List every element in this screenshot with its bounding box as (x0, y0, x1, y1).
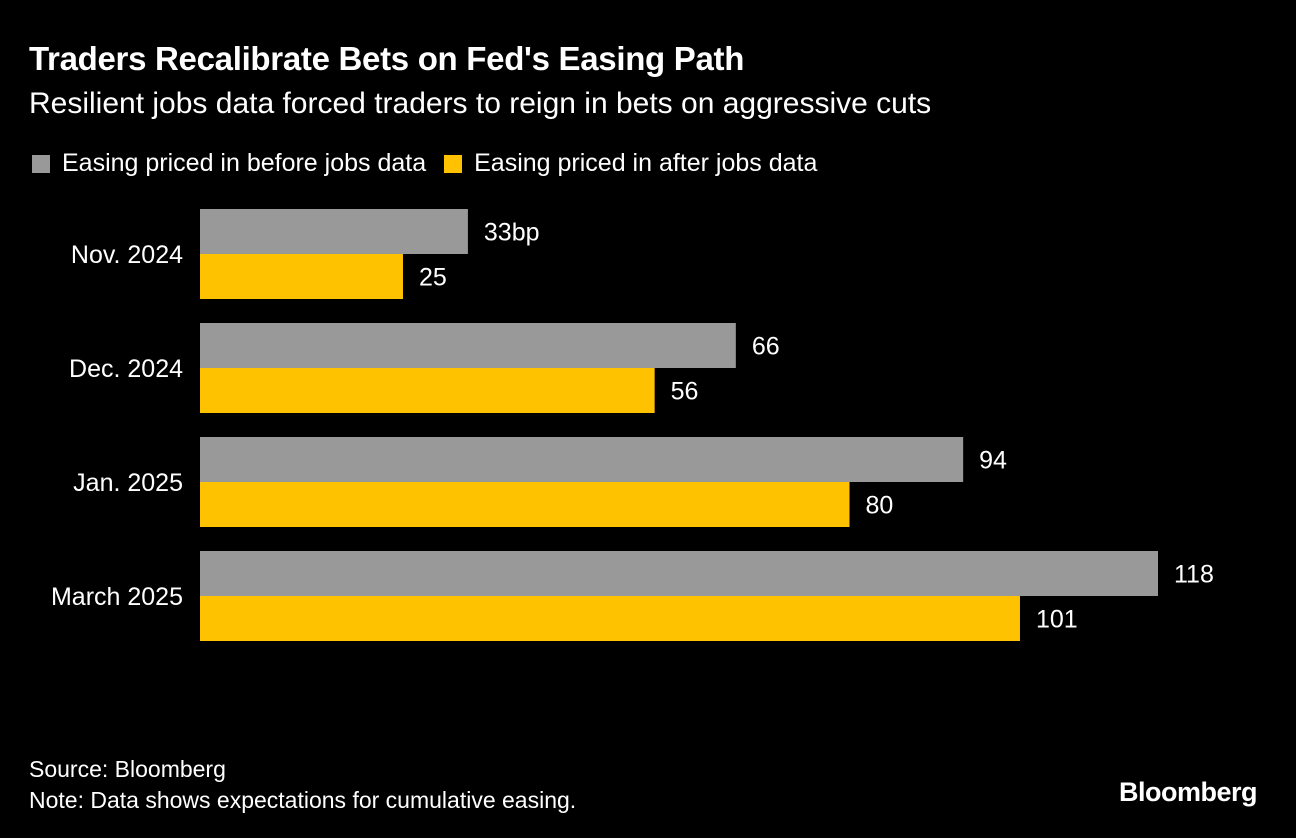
bar-before (200, 209, 468, 254)
bloomberg-logo: Bloomberg (1118, 777, 1258, 807)
value-label: 80 (865, 492, 893, 520)
category-label: Dec. 2024 (69, 355, 183, 383)
bar-before (200, 437, 964, 482)
bar-after (200, 596, 1020, 641)
legend-item-after: Easing priced in after jobs data (444, 149, 817, 178)
legend-label-before: Easing priced in before jobs data (62, 149, 427, 177)
legend-label-after: Easing priced in after jobs data (474, 149, 818, 177)
legend-swatch-before (32, 154, 50, 173)
bar-before (200, 551, 1158, 596)
chart-subtitle: Resilient jobs data forced traders to re… (29, 87, 932, 120)
category-label: Jan. 2025 (73, 469, 183, 497)
value-label: 33bp (484, 219, 540, 247)
value-label: 101 (1036, 606, 1078, 634)
legend-item-before: Easing priced in before jobs data (32, 149, 426, 178)
bar-after (200, 482, 850, 527)
value-label: 56 (671, 378, 699, 406)
source-note: Source: Bloomberg (29, 756, 226, 782)
bar-after (200, 368, 655, 413)
legend-swatch-after (444, 154, 463, 173)
value-label: 94 (979, 447, 1007, 475)
chart-title: Traders Recalibrate Bets on Fed's Easing… (29, 40, 745, 77)
value-label: 118 (1174, 561, 1214, 589)
value-label: 25 (419, 264, 447, 292)
bar-before (200, 323, 736, 368)
category-label: March 2025 (51, 583, 183, 611)
data-note: Note: Data shows expectations for cumula… (29, 787, 577, 813)
bar-chart: Nov. 2024 33bp 25 Dec. 2024 66 56 Jan. 2025 94 8… (51, 209, 1214, 641)
category-label: Nov. 2024 (71, 241, 183, 269)
legend: Easing priced in before jobs data Easing… (32, 149, 835, 178)
bar-after (200, 254, 403, 299)
value-label: 66 (752, 333, 780, 361)
